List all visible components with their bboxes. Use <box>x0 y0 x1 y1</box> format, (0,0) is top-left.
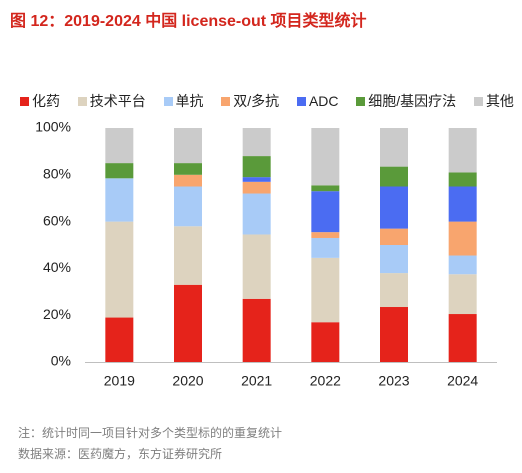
legend-swatch-2 <box>163 96 173 106</box>
bar-segment-2020-s3 <box>174 174 202 187</box>
bar-segment-2023-s4 <box>380 186 408 229</box>
bar-segment-2020-s2 <box>174 186 202 227</box>
legend-label-1: 技术平台 <box>89 93 146 109</box>
legend-label-2: 单抗 <box>175 93 204 109</box>
bar-segment-2022-s1 <box>311 257 340 323</box>
legend-label-6: 其他 <box>485 93 514 109</box>
bar-segment-2020-s1 <box>174 226 202 285</box>
y-tick-label: 40% <box>43 259 71 275</box>
bar-segment-2021-s6 <box>242 128 271 157</box>
legend-swatch-0 <box>20 96 29 106</box>
legend-label-0: 化药 <box>32 93 60 109</box>
legend-item-0: 化药 <box>20 91 60 111</box>
y-tick-label: 80% <box>43 166 71 182</box>
bar-stack-2021 <box>242 128 271 362</box>
legend-label-4: ADC <box>308 93 339 109</box>
bar-segment-2022-s3 <box>311 232 340 238</box>
bar-segment-2023-s1 <box>380 273 408 308</box>
bar-segment-2022-s0 <box>311 322 340 362</box>
bar-segment-2023-s2 <box>380 245 408 274</box>
bar-segment-2022-s5 <box>311 185 340 192</box>
bar-segment-2023-s5 <box>380 166 408 187</box>
bar-segment-2024-s6 <box>448 128 477 173</box>
chart-source: 数据来源：医药魔方，东方证券研究所 <box>18 447 223 461</box>
bar-segment-2023-s3 <box>380 228 408 245</box>
bar-segment-2021-s5 <box>242 156 271 178</box>
bar-segment-2019-s6 <box>105 128 134 164</box>
bar-segment-2020-s5 <box>174 163 202 175</box>
legend-item-4: ADC <box>296 93 339 109</box>
bar-segment-2019-s1 <box>105 221 134 318</box>
legend-item-5: 细胞/基因疗法 <box>356 91 456 111</box>
bar-segment-2020-s0 <box>174 284 202 362</box>
bar-segment-2019-s2 <box>105 178 134 222</box>
legend-label-3: 双/多抗 <box>233 93 280 109</box>
bar-segment-2022-s2 <box>311 237 340 258</box>
x-tick-label: 2019 <box>104 373 135 389</box>
bar-segment-2024-s2 <box>448 255 477 275</box>
legend-swatch-3 <box>221 96 231 106</box>
legend-swatch-4 <box>296 96 306 106</box>
y-tick-label: 0% <box>51 353 71 369</box>
x-tick-label: 2023 <box>378 373 409 389</box>
x-tick-label: 2024 <box>447 373 478 389</box>
bar-segment-2019-s5 <box>105 163 134 179</box>
bar-segment-2019-s0 <box>105 317 134 362</box>
x-tick-label: 2022 <box>310 373 341 389</box>
bar-stack-2022 <box>311 128 340 362</box>
legend-item-6: 其他 <box>473 91 514 111</box>
legend-item-2: 单抗 <box>163 91 204 111</box>
bar-stack-2024 <box>448 128 477 362</box>
x-tick-label: 2020 <box>172 373 203 389</box>
legend-swatch-5 <box>356 96 366 106</box>
bar-segment-2022-s6 <box>311 128 340 186</box>
bar-segment-2021-s4 <box>242 177 271 182</box>
bar-segment-2024-s3 <box>448 221 477 256</box>
bar-segment-2021-s1 <box>242 234 271 299</box>
legend-swatch-6 <box>473 96 483 106</box>
chart-title: 图 12：2019-2024 中国 license-out 项目类型统计 <box>10 13 367 30</box>
bar-segment-2021-s3 <box>242 181 271 194</box>
x-tick-label: 2021 <box>241 373 272 389</box>
bar-segment-2021-s0 <box>242 298 271 362</box>
bar-segment-2024-s4 <box>448 186 477 222</box>
y-tick-label: 100% <box>35 119 71 135</box>
bar-segment-2023-s6 <box>380 128 408 167</box>
bar-segment-2024-s1 <box>448 274 477 315</box>
legend-item-1: 技术平台 <box>77 91 146 111</box>
y-tick-label: 20% <box>43 306 71 322</box>
legend-item-3: 双/多抗 <box>221 91 279 111</box>
legend: 化药 技术平台 单抗 双/多抗 ADC 细胞/基因疗法 其他 <box>20 92 514 110</box>
bar-segment-2023-s0 <box>380 307 408 362</box>
bar-stack-2023 <box>380 128 408 362</box>
bar-segment-2022-s4 <box>311 191 340 233</box>
bar-segment-2021-s2 <box>242 193 271 235</box>
bar-segment-2020-s6 <box>174 128 202 164</box>
y-tick-label: 60% <box>43 212 71 228</box>
bar-segment-2024-s5 <box>448 172 477 187</box>
legend-swatch-1 <box>77 96 87 106</box>
legend-label-5: 细胞/基因疗法 <box>368 93 457 109</box>
bar-stack-2019 <box>105 128 134 362</box>
chart-note: 注：统计时同一项目针对多个类型标的的重复统计 <box>18 426 283 440</box>
bar-stack-2020 <box>174 128 202 362</box>
bar-segment-2024-s0 <box>448 314 477 362</box>
